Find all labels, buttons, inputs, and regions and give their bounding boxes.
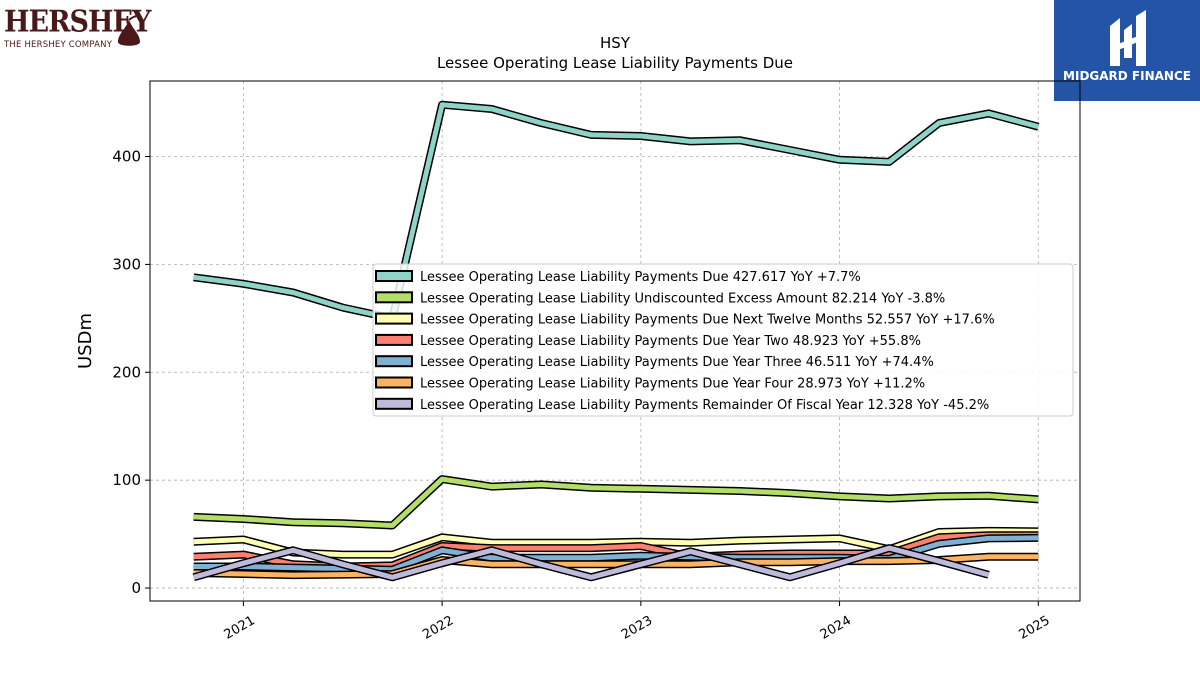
midgard-finance-logo: MIDGARD FINANCE — [1054, 0, 1200, 101]
midgard-emblem-icon — [1110, 10, 1146, 66]
series-layer — [192, 100, 1040, 582]
x-tick-label: 2023 — [619, 613, 655, 643]
series-5-line — [193, 533, 1039, 574]
legend-swatch — [375, 355, 413, 368]
series-line-stroke — [193, 102, 1039, 321]
y-tick-label: 200 — [112, 363, 141, 381]
legend-label: Lessee Operating Lease Liability Payment… — [420, 334, 921, 349]
hershey-tagline: THE HERSHEY COMPANY — [4, 40, 113, 50]
y-axis-label: USDm — [75, 313, 96, 369]
y-tick-label: 100 — [112, 471, 141, 489]
legend-swatch — [375, 270, 413, 282]
legend-label: Lessee Operating Lease Liability Payment… — [420, 398, 989, 413]
legend: Lessee Operating Lease Liability Payment… — [372, 263, 1074, 417]
legend-swatch — [375, 333, 413, 346]
x-tick-label: 2024 — [818, 613, 854, 643]
kiss-icon — [118, 14, 141, 46]
x-tick-label: 2022 — [420, 613, 456, 643]
legend-box — [372, 263, 1074, 417]
legend-label: Lessee Operating Lease Liability Undisco… — [420, 291, 945, 306]
legend-swatch — [375, 376, 413, 389]
series-7-line — [192, 544, 990, 582]
chart-title: HSY — [600, 34, 631, 52]
chart-subtitle: Lessee Operating Lease Liability Payment… — [437, 54, 793, 72]
legend-swatch — [375, 291, 413, 304]
legend-item: Lessee Operating Lease Liability Payment… — [375, 397, 989, 413]
y-tick-label: 400 — [112, 148, 141, 166]
hershey-logo: HERSHEY THE HERSHEY COMPANY — [4, 5, 151, 56]
legend-item: Lessee Operating Lease Liability Payment… — [375, 270, 861, 285]
legend-item: Lessee Operating Lease Liability Payment… — [375, 376, 925, 392]
series-line-stroke — [193, 476, 1039, 528]
y-tick-label: 0 — [131, 579, 141, 597]
series-line-stroke — [193, 554, 1039, 578]
legend-label: Lessee Operating Lease Liability Payment… — [420, 270, 861, 285]
series-1-line — [193, 100, 1040, 323]
legend-label: Lessee Operating Lease Liability Payment… — [420, 355, 934, 370]
plot-frame — [149, 80, 1081, 602]
midgard-finance-name: MIDGARD FINANCE — [1063, 69, 1191, 83]
series-line-stroke — [193, 545, 990, 580]
legend-label: Lessee Operating Lease Liability Payment… — [420, 313, 995, 328]
legend-swatch — [375, 312, 413, 325]
series-line-stroke — [193, 535, 1039, 573]
legend-swatch — [375, 397, 413, 410]
series-2-line — [193, 475, 1039, 530]
x-tick-label: 2025 — [1016, 613, 1052, 643]
legend-item: Lessee Operating Lease Liability Payment… — [375, 355, 934, 370]
y-tick-label: 300 — [112, 255, 141, 273]
legend-item: Lessee Operating Lease Liability Undisco… — [375, 291, 945, 306]
legend-label: Lessee Operating Lease Liability Payment… — [420, 377, 925, 392]
x-tick-label: 2021 — [222, 613, 258, 643]
series-6-line — [193, 552, 1039, 580]
legend-item: Lessee Operating Lease Liability Payment… — [375, 312, 995, 328]
legend-item: Lessee Operating Lease Liability Payment… — [375, 333, 921, 349]
